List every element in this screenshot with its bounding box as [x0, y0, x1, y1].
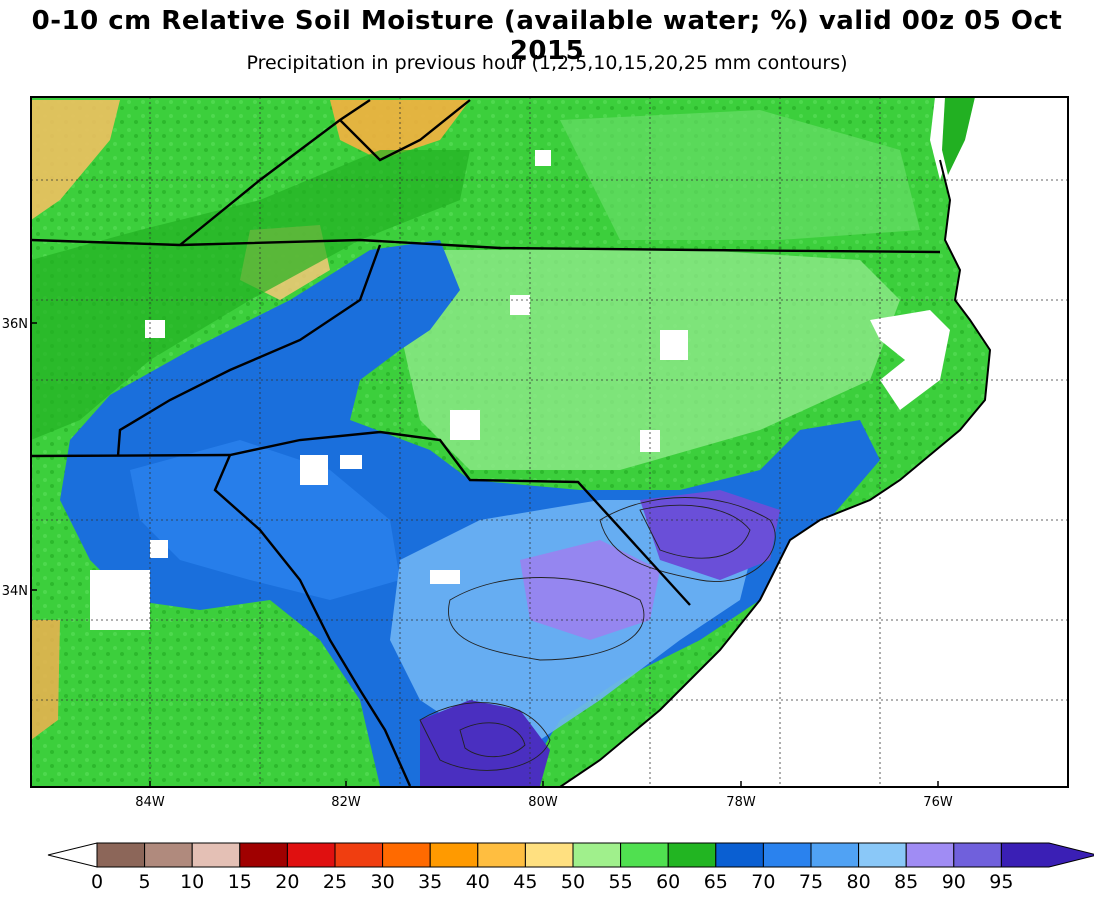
map-subtitle: Precipitation in previous hour (1,2,5,10…	[246, 52, 848, 74]
colorbar-label: 85	[894, 871, 918, 893]
colorbar-swatch	[144, 842, 193, 868]
colorbar-label: 30	[371, 871, 395, 893]
colorbar-label: 65	[704, 871, 728, 893]
longitude-axis: 84W 82W 80W 78W 76W	[135, 781, 953, 810]
colorbar: 0 5 10 15 20 25 30 35 40 45 50 55 60 65 70 75 80 85 90 95	[47, 842, 1094, 893]
colorbar-label: 60	[656, 871, 680, 893]
lon-tick-label: 80W	[528, 795, 558, 810]
colorbar-swatch	[953, 842, 1002, 868]
colorbar-swatch	[239, 842, 288, 868]
colorbar-label: 5	[139, 871, 151, 893]
state-boundaries	[31, 99, 941, 787]
colorbar-swatch	[382, 842, 431, 868]
colorbar-label: 80	[847, 871, 871, 893]
county-boundaries	[31, 97, 1068, 787]
colorbar-swatch	[96, 842, 146, 868]
map-frame	[31, 97, 1068, 787]
colorbar-swatch	[762, 842, 812, 868]
lon-tick-label: 78W	[726, 795, 756, 810]
colorbar-label: 35	[418, 871, 442, 893]
colorbar-label: 70	[751, 871, 775, 893]
moist-blue-region	[60, 240, 880, 786]
colorbar-swatch	[524, 842, 574, 868]
colorbar-label: 50	[561, 871, 585, 893]
colorbar-label: 0	[91, 871, 103, 893]
dry-patch-sw	[31, 620, 60, 740]
lat-tick-label: 36N	[2, 317, 28, 332]
colorbar-label: 40	[466, 871, 490, 893]
colorbar-swatch	[715, 842, 764, 868]
colorbar-label: 55	[609, 871, 633, 893]
colorbar-swatch	[810, 842, 860, 868]
dry-patch-west	[31, 100, 120, 220]
lon-tick-label: 84W	[135, 795, 165, 810]
colorbar-over-arrow	[1000, 842, 1094, 868]
colorbar-swatch	[620, 842, 669, 868]
map-title: 0-10 cm Relative Soil Moisture (availabl…	[31, 6, 1063, 66]
colorbar-swatch	[191, 842, 241, 868]
colorbar-swatch	[667, 842, 717, 868]
colorbar-swatch	[429, 842, 479, 868]
colorbar-swatch	[858, 842, 907, 868]
latitude-axis: 36N 34N	[2, 317, 37, 599]
lat-tick-label: 34N	[2, 584, 28, 599]
medium-blue-region	[130, 440, 400, 600]
colorbar-label: 75	[799, 871, 823, 893]
no-data-patches	[90, 150, 688, 630]
delmarva-peninsula	[942, 97, 975, 175]
colorbar-swatch	[905, 842, 955, 868]
atlantic-ocean	[560, 97, 1068, 787]
pamlico-sound	[870, 310, 950, 410]
colorbar-label: 20	[275, 871, 299, 893]
colorbar-label: 25	[323, 871, 347, 893]
colorbar-label: 95	[989, 871, 1013, 893]
purple-region-sc-coast	[420, 700, 550, 786]
colorbar-swatch	[572, 842, 622, 868]
coastline	[559, 159, 992, 787]
purple-region-nc-coast	[640, 490, 780, 580]
colorbar-label: 10	[180, 871, 204, 893]
lavender-region	[520, 540, 660, 640]
colorbar-swatch	[477, 842, 526, 868]
colorbar-label: 15	[228, 871, 252, 893]
colorbar-swatch	[286, 842, 336, 868]
colorbar-under-arrow	[47, 842, 98, 868]
lon-tick-label: 76W	[923, 795, 953, 810]
colorbar-swatch	[334, 842, 384, 868]
lon-tick-label: 82W	[331, 795, 361, 810]
dark-green-band	[31, 150, 470, 440]
colorbar-label: 90	[942, 871, 966, 893]
map-border	[30, 96, 1069, 788]
colorbar-label: 45	[513, 871, 537, 893]
